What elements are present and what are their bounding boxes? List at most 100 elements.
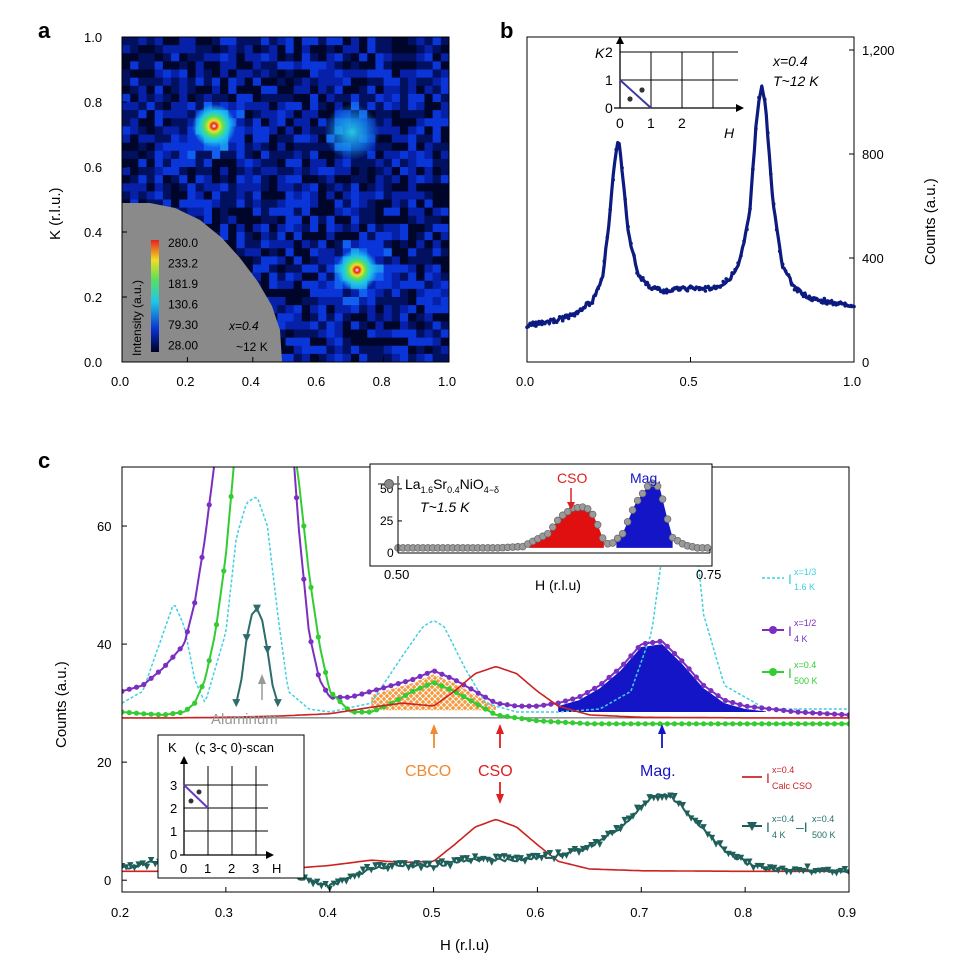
heatmap-cell	[277, 215, 287, 225]
heatmap-cell	[432, 150, 442, 160]
heatmap-cell	[252, 167, 262, 176]
heatmap-cell	[195, 167, 205, 176]
data-point-c	[625, 815, 633, 822]
heatmap-cell	[334, 232, 344, 241]
data-point-c	[133, 710, 140, 716]
heatmap-cell	[416, 321, 426, 331]
data-point-c	[577, 720, 583, 726]
heatmap-cell	[130, 158, 139, 168]
heatmap-cell	[277, 150, 287, 160]
heatmap-cell	[318, 37, 327, 46]
heatmap-cell	[367, 85, 377, 95]
heatmap-cell	[285, 199, 295, 209]
heatmap-cell	[440, 45, 449, 54]
heatmap-cell	[424, 321, 434, 331]
heatmap-cell	[293, 61, 303, 71]
legend-label: I	[788, 665, 792, 681]
data-point-b	[774, 227, 779, 232]
heatmap-cell	[122, 61, 131, 71]
heatmap-cell	[326, 305, 336, 314]
heatmap-cell	[359, 232, 368, 241]
data-point-c	[330, 880, 338, 888]
heatmap-cell	[252, 69, 262, 79]
heatmap-cell	[244, 93, 254, 103]
data-point-c	[359, 691, 365, 697]
data-point-c	[642, 800, 649, 807]
heatmap-cell	[195, 150, 205, 160]
heatmap-cell	[252, 248, 262, 257]
inset-b-y-arrow	[616, 36, 624, 44]
x-tick-label-c: 0.5	[423, 905, 441, 920]
heatmap-cell	[367, 167, 377, 176]
data-point-c	[533, 703, 540, 709]
heatmap-cell	[310, 158, 319, 168]
data-point-c	[484, 856, 491, 864]
heatmap-cell	[399, 142, 409, 152]
heatmap-cell	[440, 329, 449, 339]
heatmap-cell	[301, 215, 311, 225]
heatmap-cell	[293, 167, 303, 176]
heatmap-cell	[293, 158, 303, 168]
data-point-b	[623, 197, 627, 201]
heatmap-cell	[350, 77, 360, 87]
heatmap-cell	[146, 126, 156, 136]
heatmap-cell	[399, 223, 409, 233]
data-point-c	[563, 852, 570, 859]
legend-sup: x=0.4	[794, 660, 816, 670]
heatmap-cell	[244, 199, 254, 209]
masked-region	[122, 203, 282, 362]
heatmap-cell	[293, 77, 303, 87]
heatmap-cell	[162, 175, 172, 184]
heatmap-cell	[416, 280, 426, 290]
heatmap-cell	[367, 158, 377, 168]
data-point-c	[482, 706, 489, 712]
annotation-a-1: x=0.4	[228, 319, 259, 333]
heatmap-cell	[416, 191, 426, 201]
x-tick-label-c: 0.7	[630, 905, 648, 920]
heatmap-cell	[211, 158, 221, 168]
legend-sup: x=0.4	[772, 814, 794, 824]
heatmap-cell	[408, 337, 417, 347]
heatmap-cell	[432, 240, 442, 249]
heatmap-cell	[293, 175, 303, 184]
heatmap-cell	[154, 199, 164, 209]
heatmap-cell	[383, 321, 393, 331]
inset-bottom-ytick: 3	[170, 778, 177, 793]
inset-top-legend-marker	[384, 479, 394, 489]
data-point-b	[834, 301, 838, 306]
heatmap-cell	[285, 134, 295, 144]
data-point-c	[126, 686, 132, 692]
data-point-c	[135, 861, 142, 868]
heatmap-cell	[391, 150, 401, 160]
heatmap-cell	[383, 272, 393, 282]
heatmap-cell	[195, 69, 205, 79]
heatmap-cell	[154, 183, 164, 192]
heatmap-cell	[285, 272, 295, 282]
heatmap-cell	[228, 53, 238, 62]
data-point-c	[432, 668, 438, 674]
heatmap-cell	[359, 313, 368, 322]
heatmap-cell	[383, 126, 393, 136]
heatmap-cell	[310, 93, 319, 103]
data-point-c	[432, 680, 438, 686]
heatmap-cell	[269, 126, 278, 136]
heatmap-cell	[195, 77, 205, 87]
heatmap-cell	[359, 45, 368, 54]
heatmap-cell	[432, 69, 442, 79]
heatmap-cell	[171, 150, 180, 160]
heatmap-cell	[383, 142, 393, 152]
heatmap-cell	[359, 329, 368, 339]
data-point-c	[741, 858, 749, 866]
heatmap-cell	[220, 77, 229, 87]
y-tick-label-b: 1,200	[862, 43, 895, 58]
series-b	[525, 84, 856, 330]
heatmap-cell	[301, 85, 311, 95]
data-point-b	[638, 274, 642, 279]
heatmap-cell	[211, 215, 221, 225]
heatmap-cell	[375, 232, 385, 241]
heatmap-cell	[399, 329, 409, 339]
heatmap-cell	[293, 37, 303, 46]
heatmap-cell	[342, 313, 352, 322]
heatmap-cell	[416, 183, 426, 192]
heatmap-cell	[416, 297, 426, 306]
